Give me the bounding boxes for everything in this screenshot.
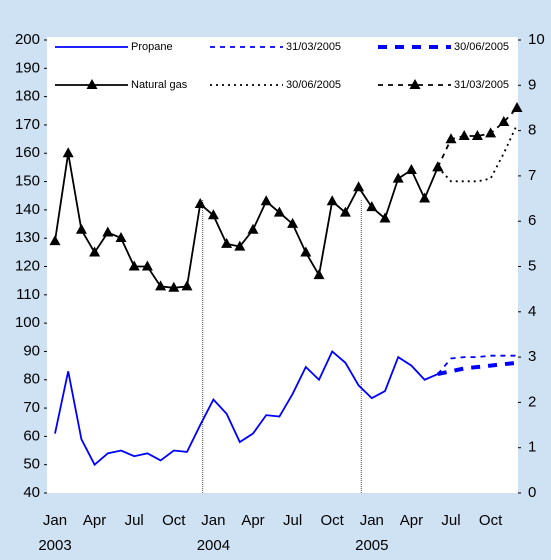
y-tick-label: 90 bbox=[23, 342, 40, 359]
x-tick-label: Jan bbox=[360, 512, 384, 529]
marker bbox=[247, 223, 259, 234]
y2-tick-label: 7 bbox=[528, 167, 536, 184]
y2-tick-label: 9 bbox=[528, 76, 536, 93]
y2-tick-label: 6 bbox=[528, 212, 536, 229]
marker bbox=[498, 115, 510, 126]
y-tick-label: 110 bbox=[16, 286, 40, 303]
series-line bbox=[54, 349, 439, 467]
y2-tick-label: 0 bbox=[528, 484, 536, 501]
y2-tick-label: 2 bbox=[528, 393, 536, 410]
marker bbox=[128, 260, 140, 271]
marker bbox=[168, 281, 180, 292]
y2-tick-label: 8 bbox=[528, 122, 536, 139]
y-tick-label: 50 bbox=[23, 456, 40, 473]
y-tick-label: 80 bbox=[23, 371, 40, 388]
marker bbox=[458, 130, 470, 141]
y2-tick-label: 1 bbox=[528, 439, 536, 456]
marker bbox=[445, 133, 457, 144]
year-label: 2004 bbox=[197, 537, 230, 554]
marker bbox=[221, 237, 233, 248]
marker bbox=[62, 147, 74, 158]
y2-tick-label: 4 bbox=[528, 303, 536, 320]
marker bbox=[409, 79, 421, 89]
marker bbox=[313, 269, 325, 280]
marker bbox=[405, 164, 417, 175]
marker bbox=[234, 240, 246, 251]
x-tick-label: Jul bbox=[441, 512, 460, 529]
marker bbox=[326, 195, 338, 206]
series-line bbox=[437, 360, 518, 377]
marker bbox=[102, 226, 114, 237]
y-tick-label: 160 bbox=[15, 144, 40, 161]
y-tick-label: 60 bbox=[23, 427, 40, 444]
marker bbox=[89, 246, 101, 257]
legend-label: Propane bbox=[131, 41, 173, 53]
marker bbox=[86, 79, 98, 89]
legend-label: 30/06/2005 bbox=[286, 79, 341, 91]
plot-area bbox=[47, 37, 518, 493]
year-label: 2003 bbox=[38, 537, 71, 554]
marker bbox=[287, 217, 299, 228]
y-tick-label: 150 bbox=[15, 173, 40, 190]
marker bbox=[300, 246, 312, 257]
marker bbox=[353, 181, 365, 192]
y-tick-label: 130 bbox=[15, 229, 40, 246]
marker bbox=[511, 101, 523, 112]
x-tick-label: Jul bbox=[283, 512, 302, 529]
legend-label: 31/03/2005 bbox=[454, 79, 509, 91]
marker bbox=[379, 212, 391, 223]
marker bbox=[366, 201, 378, 212]
marker bbox=[181, 280, 193, 291]
marker bbox=[115, 231, 127, 242]
y-tick-label: 40 bbox=[23, 484, 40, 501]
marker bbox=[432, 161, 444, 172]
x-tick-label: Apr bbox=[400, 512, 423, 529]
y-tick-label: 100 bbox=[15, 314, 40, 331]
legend-label: 30/06/2005 bbox=[454, 41, 509, 53]
y-tick-label: 70 bbox=[23, 399, 40, 416]
marker bbox=[141, 260, 153, 271]
x-tick-label: Jan bbox=[43, 512, 67, 529]
y-tick-label: 200 bbox=[15, 31, 40, 48]
x-tick-label: Oct bbox=[321, 512, 345, 529]
marker bbox=[194, 197, 206, 208]
x-tick-label: Jul bbox=[125, 512, 144, 529]
y2-tick-label: 10 bbox=[528, 31, 545, 48]
x-tick-label: Apr bbox=[83, 512, 106, 529]
series-line bbox=[437, 124, 518, 183]
y-tick-label: 180 bbox=[15, 88, 40, 105]
x-tick-label: Jan bbox=[201, 512, 225, 529]
marker bbox=[49, 235, 61, 246]
marker bbox=[273, 206, 285, 217]
marker bbox=[155, 280, 167, 291]
series-line bbox=[437, 354, 517, 375]
y-tick-label: 140 bbox=[15, 201, 40, 218]
marker bbox=[392, 172, 404, 183]
x-tick-label: Oct bbox=[162, 512, 186, 529]
marker bbox=[207, 209, 219, 220]
x-tick-label: Apr bbox=[241, 512, 264, 529]
y2-tick-label: 5 bbox=[528, 257, 536, 274]
marker bbox=[485, 127, 497, 138]
y-tick-label: 190 bbox=[15, 59, 40, 76]
y2-tick-label: 3 bbox=[528, 348, 536, 365]
marker bbox=[75, 223, 87, 234]
legend-label: 31/03/2005 bbox=[286, 41, 341, 53]
marker bbox=[419, 192, 431, 203]
y-tick-label: 170 bbox=[15, 116, 40, 133]
marker bbox=[260, 195, 272, 206]
marker bbox=[339, 206, 351, 217]
legend-label: Natural gas bbox=[131, 79, 188, 91]
y-tick-label: 120 bbox=[15, 257, 40, 274]
x-tick-label: Oct bbox=[479, 512, 503, 529]
year-label: 2005 bbox=[355, 537, 388, 554]
marker bbox=[471, 130, 483, 141]
